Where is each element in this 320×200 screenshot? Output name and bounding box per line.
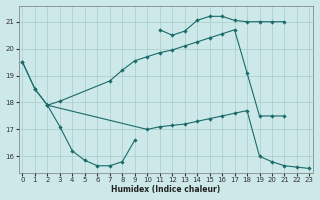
X-axis label: Humidex (Indice chaleur): Humidex (Indice chaleur) bbox=[111, 185, 220, 194]
